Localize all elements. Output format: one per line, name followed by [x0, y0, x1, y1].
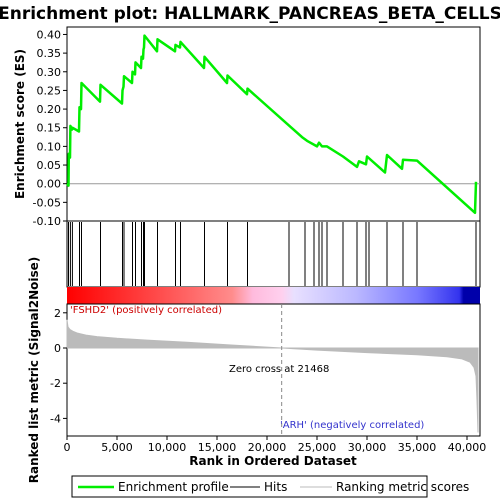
legend: Enrichment profile Hits Ranking metric s…: [71, 475, 469, 498]
es-y-tick-label: 0.15: [37, 122, 62, 135]
x-tick-label: 15,000: [198, 441, 237, 454]
hits-panel-frame: [66, 220, 481, 288]
x-tick-label: 35,000: [398, 441, 437, 454]
metric-panel: 2 0 -2 -4 0 5,000 10,000 15,000 20,000 25,000 30,…: [50, 303, 487, 454]
es-y-tick-label: 0.25: [37, 84, 62, 97]
x-tick-label: 5,000: [101, 441, 133, 454]
metric-y-tick-label: 2: [54, 307, 61, 320]
metric-y-ticks: 2 0 -2 -4: [50, 307, 67, 425]
rank-gradient: [67, 287, 480, 304]
legend-hits-label: Hits: [264, 480, 287, 494]
legend-profile-label: Enrichment profile: [118, 480, 229, 494]
es-y-tick-label: -0.05: [33, 196, 61, 209]
es-y-ticks: -0.10 -0.05 0.00 0.05 0.10 0.15 0.20 0.25 0.30 0.…: [33, 28, 67, 228]
es-panel: -0.10 -0.05 0.00 0.05 0.10 0.15 0.20 0.25 0.30 0.…: [33, 26, 481, 228]
x-tick-label: 40,000: [448, 441, 487, 454]
es-y-tick-label: 0.10: [37, 140, 62, 153]
x-tick-label: 10,000: [148, 441, 187, 454]
zero-cross-label: Zero cross at 21468: [229, 364, 329, 375]
es-y-tick-label: 0.40: [37, 28, 62, 41]
chart-title: Enrichment plot: HALLMARK_PANCREAS_BETA_…: [0, 4, 500, 24]
rank-color-bar: [67, 287, 480, 305]
metric-y-axis-label: Ranked list metric (Signal2Noise): [27, 257, 41, 484]
enrichment-profile-line: [66, 34, 478, 215]
es-y-tick-label: 0.30: [37, 66, 62, 79]
x-tick-label: 25,000: [298, 441, 337, 454]
es-y-tick-label: -0.10: [33, 215, 61, 228]
x-tick-label: 0: [64, 441, 71, 454]
negative-correlation-label: 'ARH' (negatively correlated): [280, 420, 424, 431]
hit-marks: [68, 222, 477, 286]
metric-panel-frame: [66, 303, 481, 437]
es-panel-frame: [66, 26, 481, 222]
hits-panel: [66, 220, 481, 288]
x-axis-label: Rank in Ordered Dataset: [189, 454, 357, 468]
x-tick-label: 20,000: [248, 441, 287, 454]
legend-metric-label: Ranking metric scores: [336, 480, 469, 494]
positive-correlation-label: 'FSHD2' (positively correlated): [70, 305, 222, 316]
es-y-tick-label: 0.35: [37, 47, 62, 60]
metric-y-tick-label: -4: [50, 412, 61, 425]
es-profile-layer: [66, 34, 478, 215]
metric-y-tick-label: -2: [50, 377, 61, 390]
x-tick-label: 30,000: [348, 441, 387, 454]
es-y-tick-label: 0.00: [37, 178, 62, 191]
es-y-axis-label: Enrichment score (ES): [13, 49, 27, 199]
metric-y-tick-label: 0: [54, 342, 61, 355]
es-y-tick-label: 0.05: [37, 159, 62, 172]
es-y-tick-label: 0.20: [37, 103, 62, 116]
metric-x-ticks: 0 5,000 10,000 15,000 20,000 25,000 30,000 35,0…: [64, 436, 487, 454]
